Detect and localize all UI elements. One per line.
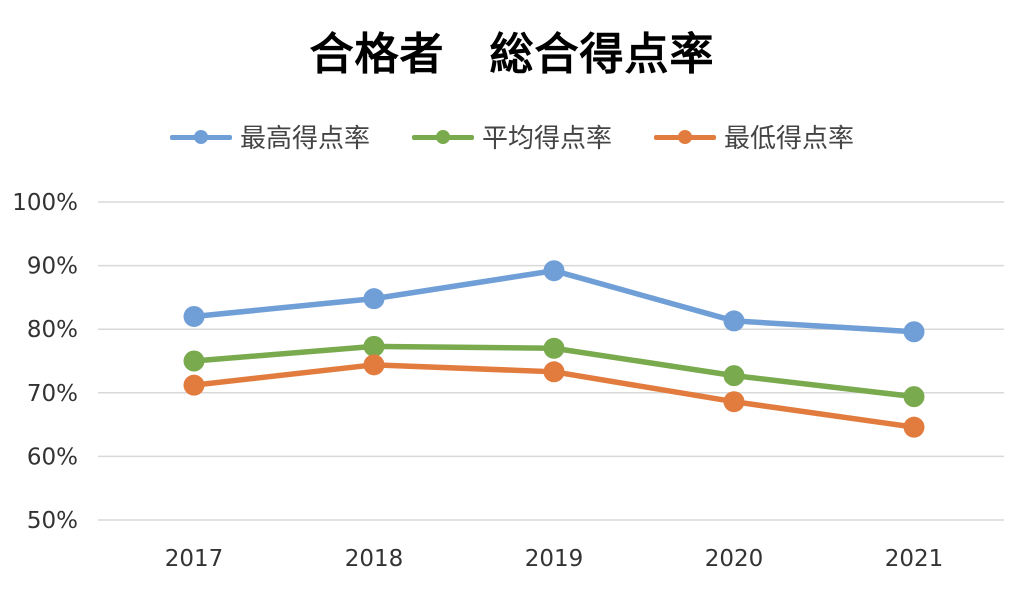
data-point [363,335,385,357]
legend-label: 最高得点率 [239,124,370,154]
x-tick-label: 2019 [525,546,584,572]
data-point [903,386,925,408]
y-tick-label: 90% [27,254,78,280]
y-tick-label: 60% [27,444,78,470]
data-point [183,305,205,327]
data-point [723,310,745,332]
data-point [543,337,565,359]
legend-item: 最低得点率 [654,118,854,155]
data-point [723,365,745,387]
data-point [183,374,205,396]
legend-swatch [411,129,474,144]
legend-swatch [169,129,232,144]
legend-item: 最高得点率 [169,118,370,155]
legend-label: 平均得点率 [481,124,612,154]
data-point [903,416,925,438]
data-point [183,350,205,372]
legend: 最高得点率 平均得点率 最低得点率 [0,118,1024,155]
data-point [363,288,385,310]
data-point [903,321,925,343]
chart-title: 合格者 総合得点率 [309,29,715,80]
x-tick-label: 2017 [165,546,224,572]
y-tick-label: 80% [27,317,78,343]
x-tick-label: 2021 [885,546,944,572]
y-tick-label: 50% [27,508,78,534]
legend-item: 平均得点率 [411,118,612,155]
x-tick-label: 2018 [345,546,404,572]
data-point [543,260,565,282]
y-tick-label: 100% [12,190,78,216]
legend-swatch [654,129,716,144]
x-tick-label: 2020 [705,546,764,572]
y-tick-label: 70% [27,381,78,407]
data-point [543,361,565,383]
data-point [363,354,385,376]
legend-label: 最低得点率 [724,124,855,154]
data-point [723,391,745,413]
